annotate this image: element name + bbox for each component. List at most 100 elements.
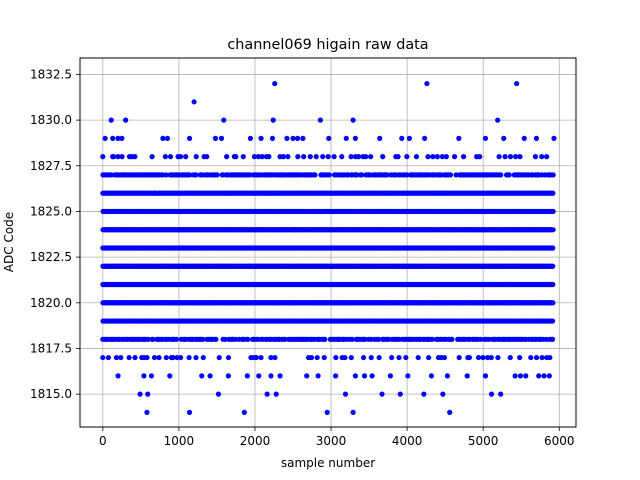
data-point (495, 117, 501, 123)
data-point (430, 154, 436, 160)
data-point (380, 154, 386, 160)
data-point (313, 154, 319, 160)
data-point (523, 373, 529, 379)
data-point (496, 154, 502, 160)
y-tick-label: 1817.5 (30, 341, 72, 355)
data-point (256, 373, 262, 379)
data-point (551, 135, 557, 141)
data-point (549, 336, 556, 342)
data-point (102, 135, 108, 141)
data-point (350, 409, 356, 415)
data-point (149, 154, 155, 160)
data-point (377, 135, 383, 141)
data-point (177, 354, 184, 361)
chart-title: channel069 higain raw data (227, 37, 428, 53)
data-point (521, 135, 527, 141)
data-point (326, 135, 332, 141)
data-point (355, 154, 362, 160)
data-point (477, 154, 483, 160)
data-point (488, 354, 494, 361)
data-point (304, 373, 310, 379)
data-point (151, 354, 158, 361)
data-point (550, 300, 556, 306)
data-point (440, 391, 446, 397)
data-point (550, 227, 556, 233)
data-point (317, 117, 323, 123)
data-point (160, 135, 166, 141)
data-point (266, 154, 272, 160)
data-point (126, 354, 132, 361)
data-point (191, 99, 197, 105)
data-point (218, 135, 225, 141)
data-point (428, 373, 435, 379)
data-point (466, 354, 472, 361)
data-point (368, 354, 374, 361)
y-tick-label: 1832.5 (30, 67, 72, 81)
data-point (449, 336, 455, 342)
data-point (339, 154, 345, 160)
data-point (258, 135, 264, 141)
data-point (164, 135, 171, 141)
data-point (207, 373, 213, 379)
data-point (270, 117, 276, 123)
data-point (389, 354, 395, 361)
data-point (376, 354, 382, 361)
data-point (118, 354, 124, 361)
data-point (186, 135, 193, 141)
data-point (100, 354, 106, 361)
data-point (441, 354, 448, 361)
data-point (443, 154, 449, 160)
data-point (333, 373, 339, 379)
data-point (514, 80, 520, 87)
data-point (498, 172, 504, 178)
data-point (361, 373, 368, 379)
data-point (464, 373, 470, 379)
data-point (507, 154, 514, 160)
data-point (550, 208, 556, 215)
data-point (342, 354, 348, 361)
data-point (541, 373, 547, 379)
data-point (132, 354, 138, 361)
data-point (425, 154, 431, 160)
data-point (123, 117, 129, 123)
data-point (536, 373, 542, 379)
y-tick-label: 1827.5 (30, 159, 72, 173)
data-point (241, 409, 247, 415)
data-point (480, 354, 486, 361)
data-point (225, 373, 231, 379)
data-point (119, 135, 125, 141)
data-point (163, 354, 169, 361)
data-point (110, 135, 116, 141)
data-point (212, 135, 219, 141)
data-point (550, 190, 556, 196)
data-point (324, 409, 330, 415)
data-point (399, 135, 405, 141)
data-point (517, 154, 523, 160)
data-point (314, 354, 320, 361)
data-point (200, 354, 206, 361)
data-point (186, 409, 193, 415)
data-point (533, 354, 540, 361)
data-point (204, 154, 210, 160)
data-point (539, 154, 545, 160)
data-point (233, 154, 239, 160)
data-point (507, 354, 513, 361)
data-point (406, 135, 412, 141)
data-point (495, 354, 501, 361)
data-point (517, 354, 523, 361)
data-point (421, 391, 427, 397)
data-point (162, 154, 168, 160)
data-point (546, 373, 552, 379)
data-point (333, 354, 339, 361)
data-point (532, 154, 539, 160)
data-point (245, 336, 251, 342)
y-axis-label: ADC Code (2, 212, 16, 272)
data-point (501, 135, 507, 141)
data-point (498, 391, 504, 397)
data-point (280, 154, 287, 160)
data-point (482, 135, 489, 141)
data-point (325, 154, 331, 160)
data-point (451, 154, 458, 160)
